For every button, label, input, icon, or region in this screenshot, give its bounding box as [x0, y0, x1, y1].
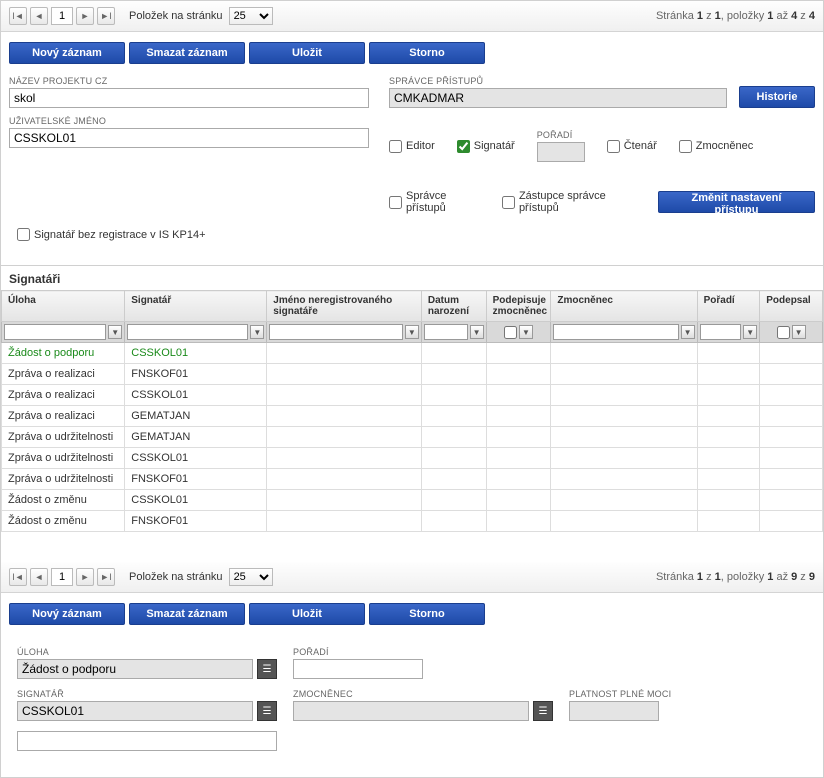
filter-icon[interactable]: ▼ — [743, 325, 757, 339]
save-button[interactable]: Uložit — [249, 42, 365, 64]
delete-record-button[interactable]: Smazat záznam — [129, 603, 245, 625]
table-row[interactable]: Zpráva o udržitelnostiCSSKOL01 — [2, 448, 823, 469]
pager-info: Stránka 1 z 1, položky 1 až 4 z 4 — [656, 10, 815, 22]
pager-prev[interactable]: ◄ — [30, 568, 48, 586]
filter-icon[interactable]: ▼ — [470, 325, 484, 339]
filter-icon[interactable]: ▼ — [405, 325, 419, 339]
access-admin-label: SPRÁVCE PŘÍSTUPŮ — [389, 76, 727, 86]
pager-page-input[interactable] — [51, 7, 73, 25]
pager-first[interactable]: I◄ — [9, 568, 27, 586]
filter-signed-chk[interactable] — [777, 326, 790, 339]
col-unreg[interactable]: Jméno neregistrovaného signatáře — [267, 291, 422, 322]
pager-bottom: I◄ ◄ ► ►I Položek na stránku 25 Stránka … — [1, 562, 823, 593]
cancel-button[interactable]: Storno — [369, 603, 485, 625]
order-input — [537, 142, 585, 162]
per-page-select[interactable]: 25 — [229, 568, 273, 586]
no-reg-checkbox[interactable]: Signatář bez registrace v IS KP14+ — [17, 228, 807, 241]
list-picker-icon[interactable]: ☰ — [257, 659, 277, 679]
filter-icon[interactable]: ▼ — [681, 325, 695, 339]
list-picker-icon[interactable]: ☰ — [257, 701, 277, 721]
col-signed[interactable]: Podepsal — [760, 291, 823, 322]
save-button[interactable]: Uložit — [249, 603, 365, 625]
filter-order[interactable] — [700, 324, 742, 340]
change-access-button[interactable]: Změnit nastavení přístupu — [658, 191, 815, 213]
reader-checkbox[interactable]: Čtenář — [607, 140, 657, 153]
filter-uloha[interactable] — [4, 324, 106, 340]
signatories-grid: Úloha Signatář Jméno neregistrovaného si… — [1, 290, 823, 532]
filter-signs-chk[interactable] — [504, 326, 517, 339]
col-dob[interactable]: Datum narození — [421, 291, 486, 322]
filter-dob[interactable] — [424, 324, 468, 340]
delete-record-button[interactable]: Smazat záznam — [129, 42, 245, 64]
filter-icon[interactable]: ▼ — [250, 325, 264, 339]
deputy-admin-checkbox[interactable]: Zástupce správce přístupů — [502, 190, 638, 214]
table-row[interactable]: Zpráva o udržitelnostiGEMATJAN — [2, 427, 823, 448]
pager-next[interactable]: ► — [76, 568, 94, 586]
lower-emp-label: ZMOCNĚNEC — [293, 689, 553, 699]
new-record-button[interactable]: Nový záznam — [9, 42, 125, 64]
app-root: I◄ ◄ ► ►I Položek na stránku 25 Stránka … — [0, 0, 824, 778]
per-page-select[interactable]: 25 — [229, 7, 273, 25]
project-panel: Nový záznam Smazat záznam Uložit Storno … — [1, 32, 823, 259]
lower-uloha-label: ÚLOHA — [17, 647, 277, 657]
per-page-label: Položek na stránku — [129, 571, 223, 583]
table-row[interactable]: Zpráva o realizaciFNSKOF01 — [2, 364, 823, 385]
pager-last[interactable]: ►I — [97, 568, 115, 586]
pager-info: Stránka 1 z 1, položky 1 až 9 z 9 — [656, 571, 815, 583]
lower-uloha-input — [17, 659, 253, 679]
empowered-checkbox[interactable]: Zmocněnec — [679, 140, 753, 153]
pager-first[interactable]: I◄ — [9, 7, 27, 25]
order-label: POŘADÍ — [537, 130, 585, 140]
table-row[interactable]: Žádost o změnuFNSKOF01 — [2, 511, 823, 532]
signatory-checkbox[interactable]: Signatář — [457, 140, 515, 153]
table-row[interactable]: Zpráva o realizaciCSSKOL01 — [2, 385, 823, 406]
lower-valid-input — [569, 701, 659, 721]
lower-poradi-input[interactable] — [293, 659, 423, 679]
col-emp[interactable]: Zmocněnec — [551, 291, 697, 322]
filter-emp[interactable] — [553, 324, 678, 340]
per-page-label: Položek na stránku — [129, 10, 223, 22]
filter-sig[interactable] — [127, 324, 248, 340]
col-uloha[interactable]: Úloha — [2, 291, 125, 322]
project-name-label: NÁZEV PROJEKTU CZ — [9, 76, 369, 86]
username-input[interactable] — [9, 128, 369, 148]
editor-checkbox[interactable]: Editor — [389, 140, 435, 153]
col-order[interactable]: Pořadí — [697, 291, 760, 322]
table-row[interactable]: Žádost o podporuCSSKOL01 — [2, 343, 823, 364]
col-sig[interactable]: Signatář — [125, 291, 267, 322]
admin-access-checkbox[interactable]: Správce přístupů — [389, 190, 482, 214]
pager-prev[interactable]: ◄ — [30, 7, 48, 25]
table-row[interactable]: Zpráva o realizaciGEMATJAN — [2, 406, 823, 427]
lower-extra-input[interactable] — [17, 731, 277, 751]
lower-panel: Nový záznam Smazat záznam Uložit Storno … — [1, 593, 823, 777]
history-button[interactable]: Historie — [739, 86, 815, 108]
access-admin-input — [389, 88, 727, 108]
list-picker-icon[interactable]: ☰ — [533, 701, 553, 721]
col-signs[interactable]: Podepisuje zmocněnec — [486, 291, 551, 322]
pager-page-input[interactable] — [51, 568, 73, 586]
lower-sig-input — [17, 701, 253, 721]
lower-sig-label: SIGNATÁŘ — [17, 689, 277, 699]
lower-valid-label: PLATNOST PLNÉ MOCI — [569, 689, 769, 699]
table-row[interactable]: Zpráva o udržitelnostiFNSKOF01 — [2, 469, 823, 490]
lower-poradi-label: POŘADÍ — [293, 647, 553, 657]
lower-emp-input — [293, 701, 529, 721]
filter-icon[interactable]: ▼ — [108, 325, 122, 339]
pager-last[interactable]: ►I — [97, 7, 115, 25]
filter-icon[interactable]: ▼ — [792, 325, 806, 339]
table-row[interactable]: Žádost o změnuCSSKOL01 — [2, 490, 823, 511]
username-label: UŽIVATELSKÉ JMÉNO — [9, 116, 369, 126]
filter-unreg[interactable] — [269, 324, 403, 340]
signatories-title: Signatáři — [9, 272, 815, 286]
pager-next[interactable]: ► — [76, 7, 94, 25]
new-record-button[interactable]: Nový záznam — [9, 603, 125, 625]
cancel-button[interactable]: Storno — [369, 42, 485, 64]
filter-icon[interactable]: ▼ — [519, 325, 533, 339]
pager-top: I◄ ◄ ► ►I Položek na stránku 25 Stránka … — [1, 1, 823, 32]
project-name-input[interactable] — [9, 88, 369, 108]
